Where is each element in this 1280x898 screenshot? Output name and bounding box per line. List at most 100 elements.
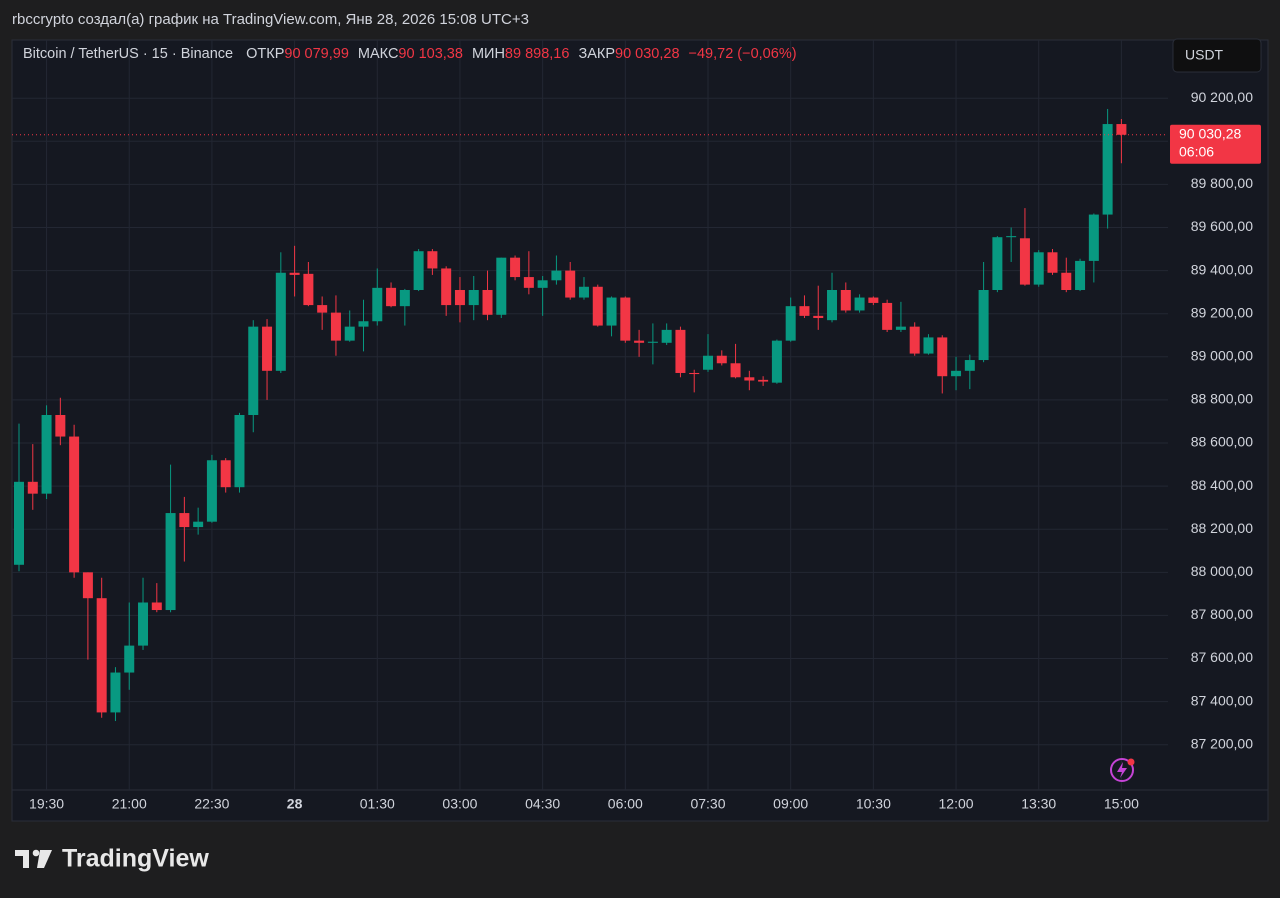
candle-body [69,436,80,573]
y-tick-label: 89 000,00 [1191,348,1253,364]
candle-body [1047,252,1058,273]
candle-body [496,257,507,315]
candle-body [592,286,603,326]
candle-body [220,460,231,488]
y-tick-label: 89 600,00 [1191,218,1253,234]
candle-body [27,481,38,494]
x-tick-label: 28 [287,796,303,812]
y-tick-label: 87 200,00 [1191,735,1253,751]
ohlc-label: МАКС [357,46,399,62]
candle-body [138,602,149,646]
candle-body [55,415,66,437]
author-line: rbccrypto создал(а) график на TradingVie… [12,11,529,28]
candle-body [785,306,796,341]
candle-body [799,306,810,316]
candle-body [923,337,934,354]
candle-body [151,602,162,611]
candle-body [758,379,769,382]
candle-body [206,460,217,522]
candle-body [1006,236,1017,238]
candle-body [620,297,631,341]
candle-body [124,645,135,673]
candle-body [537,280,548,288]
candle-body [771,340,782,383]
candle-body [303,273,314,306]
candle-body [482,290,493,315]
chart-frame [11,39,1269,822]
candle-body [675,329,686,373]
last-price-label: 90 030,28 [1179,125,1241,141]
candle-body [1033,252,1044,285]
ohlc-value: 90 079,99 [284,46,349,62]
candle-body [964,360,975,371]
candle-body [1061,272,1072,290]
symbol: Bitcoin / TetherUS · 15 · Binance [23,46,234,62]
candle-body [992,237,1003,290]
countdown: 06:06 [1179,143,1214,159]
x-tick-label: 03:00 [442,796,477,812]
ohlc-value: 89 898,16 [504,46,570,62]
candle-body [1102,124,1113,215]
candle-body [372,287,383,322]
y-tick-label: 89 400,00 [1191,261,1253,277]
candle-body [386,287,397,307]
candle-body [840,290,851,311]
candle-body [951,370,962,377]
y-tick-label: 87 400,00 [1191,692,1253,708]
candle-body [716,355,727,364]
candle-body [827,290,838,321]
candle-body [937,337,948,377]
candle-body [565,270,576,298]
candle-body [510,257,521,278]
candle-body [813,315,824,319]
x-tick-label: 10:30 [856,796,891,812]
currency-label: USDT [1185,47,1224,63]
candle-body [427,251,438,269]
candle-body [179,513,190,528]
candle-body [895,326,906,330]
candle-body [854,297,865,311]
candle-body [578,286,589,298]
x-tick-label: 13:30 [1021,796,1056,812]
candle-body [358,321,369,327]
candle-body [730,363,741,378]
lightning-icon [1110,758,1135,782]
ohlc-value: 90 103,38 [398,46,463,62]
candle-body [96,598,107,713]
y-tick-label: 89 800,00 [1191,175,1253,191]
ohlc-legend: Bitcoin / TetherUS · 15 · Binance ОТКР90… [23,46,797,62]
candle-body [1116,124,1127,135]
y-tick-label: 87 600,00 [1191,649,1253,665]
candle-body [1019,238,1030,285]
candle-body [441,268,452,306]
brand-name: TradingView [62,845,209,873]
candle-body [661,329,672,343]
candle-body [344,326,355,341]
ohlc-value: 90 030,28 [615,46,680,62]
candle-body [330,312,341,341]
ohlc-label: МИН [471,46,505,62]
y-tick-label: 88 800,00 [1191,391,1253,407]
y-tick-label: 88 000,00 [1191,563,1253,579]
x-tick-label: 04:30 [525,796,560,812]
y-tick-label: 89 200,00 [1191,304,1253,320]
candle-body [193,521,204,528]
candle-body [1075,260,1086,290]
currency-button[interactable] [1172,38,1262,73]
candle-body [399,290,410,307]
candle-body [606,297,617,326]
ohlc-label: ЗАКР [578,46,615,62]
change: −49,72 (−0,06%) [688,46,797,62]
y-tick-label: 88 600,00 [1191,434,1253,450]
candle-body [868,297,879,303]
y-tick-label: 88 400,00 [1191,477,1253,493]
brand-logo [15,849,52,868]
candle-body [234,415,245,488]
candle-body [454,290,465,306]
candle-body [909,326,920,354]
candle-body [248,326,259,415]
y-tick-label: 87 800,00 [1191,606,1253,622]
x-tick-label: 19:30 [29,796,64,812]
candle-body [468,290,479,306]
